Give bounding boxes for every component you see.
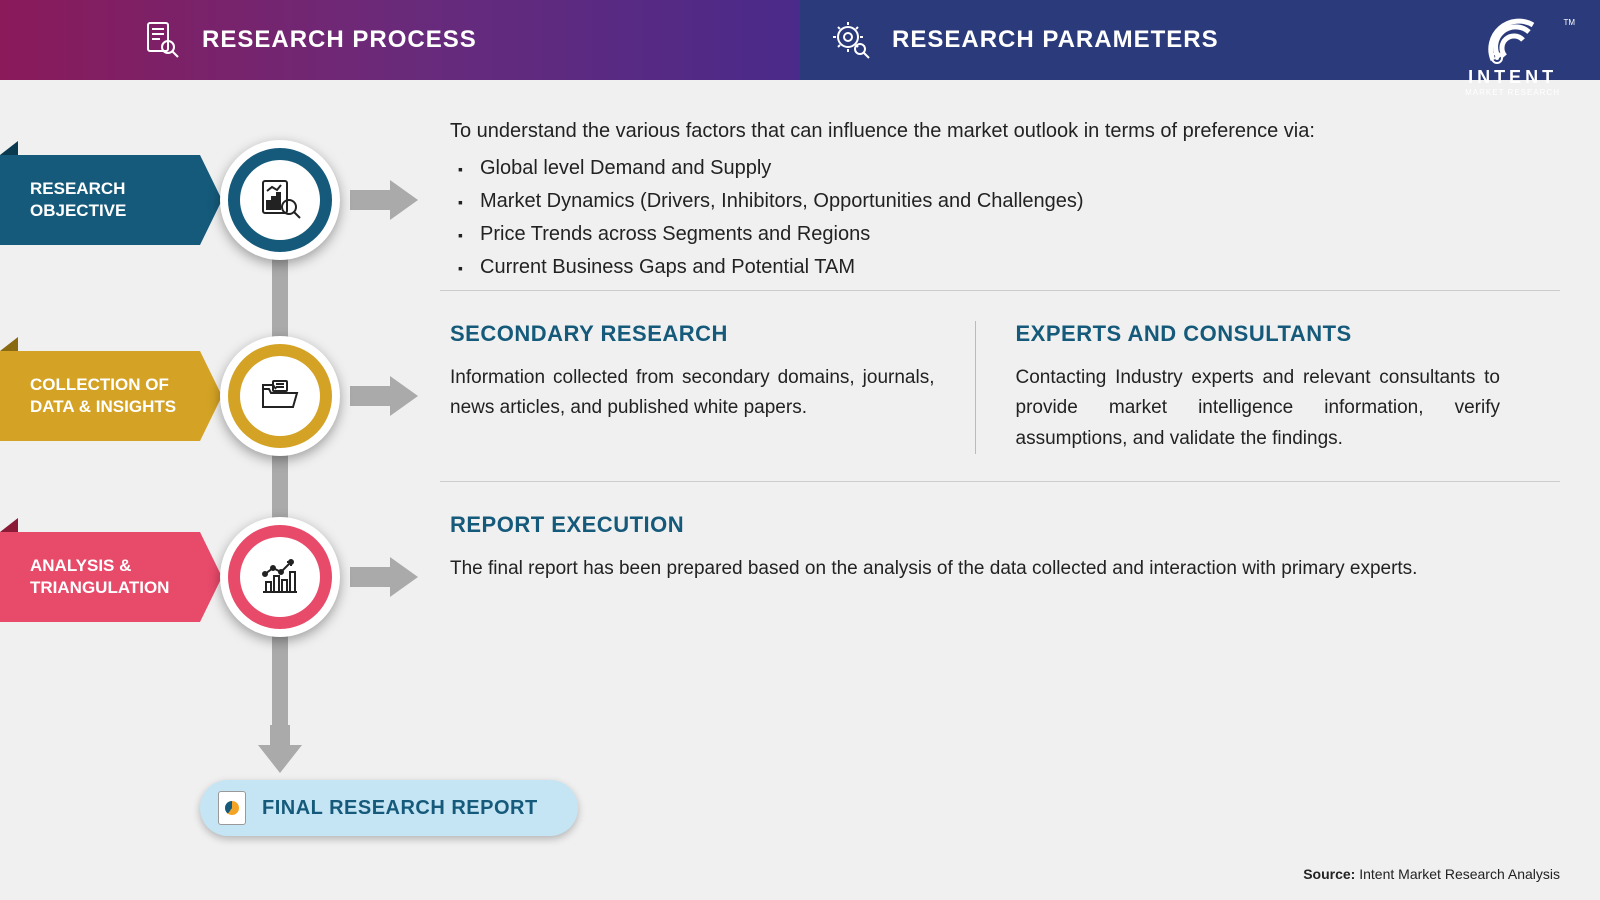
- final-label: FINAL RESEARCH REPORT: [262, 797, 538, 820]
- step-circle: [220, 140, 340, 260]
- bullet-item: Price Trends across Segments and Regions: [480, 223, 1315, 246]
- step-label: COLLECTION OF DATA & INSIGHTS: [30, 374, 176, 418]
- tag-fold-icon: [0, 518, 18, 532]
- arrow-right-icon: [350, 376, 420, 416]
- document-search-icon: [140, 19, 182, 61]
- header-right-title: RESEARCH PARAMETERS: [892, 26, 1219, 54]
- process-flow: RESEARCH OBJECTIVE To understand the var…: [0, 80, 1600, 652]
- step-circle: [220, 517, 340, 637]
- column-heading: SECONDARY RESEARCH: [450, 321, 935, 347]
- column-heading: EXPERTS AND CONSULTANTS: [1016, 321, 1501, 347]
- step-tag: RESEARCH OBJECTIVE: [0, 155, 200, 245]
- step-analysis: ANALYSIS & TRIANGULATION REPORT EXECUT: [0, 482, 1560, 652]
- arrow-down-icon: [258, 725, 302, 775]
- step-content: To understand the various factors that c…: [450, 110, 1375, 289]
- header-left: RESEARCH PROCESS: [0, 0, 800, 80]
- content-heading: REPORT EXECUTION: [450, 512, 1417, 538]
- logo-arc-icon: [1483, 10, 1543, 70]
- source-value: Intent Market Research Analysis: [1359, 866, 1560, 882]
- header-left-title: RESEARCH PROCESS: [202, 26, 477, 54]
- content-lead: To understand the various factors that c…: [450, 120, 1315, 143]
- step-tag: COLLECTION OF DATA & INSIGHTS: [0, 351, 200, 441]
- step-circle: [220, 336, 340, 456]
- source-attribution: Source: Intent Market Research Analysis: [1303, 866, 1560, 882]
- tag-fold-icon: [0, 337, 18, 351]
- step-tag: ANALYSIS & TRIANGULATION: [0, 532, 200, 622]
- document-chart-icon: [257, 177, 303, 223]
- arrow-right-icon: [350, 557, 420, 597]
- source-label: Source:: [1303, 866, 1355, 882]
- step-label: RESEARCH OBJECTIVE: [30, 178, 126, 222]
- bullet-item: Global level Demand and Supply: [480, 157, 1315, 180]
- header-bar: RESEARCH PROCESS RESEARCH PARAMETERS INT…: [0, 0, 1600, 80]
- tag-fold-icon: [0, 141, 18, 155]
- logo-tm: TM: [1563, 18, 1575, 27]
- chart-growth-icon: [257, 554, 303, 600]
- report-doc-icon: [218, 791, 246, 825]
- bullet-item: Market Dynamics (Drivers, Inhibitors, Op…: [480, 190, 1315, 213]
- column-text: Contacting Industry experts and relevant…: [1016, 363, 1501, 454]
- content-text: The final report has been prepared based…: [450, 554, 1417, 584]
- folder-open-icon: [257, 373, 303, 419]
- connector-vertical: [272, 630, 288, 730]
- step-content: REPORT EXECUTION The final report has be…: [450, 502, 1477, 584]
- column-text: Information collected from secondary dom…: [450, 363, 935, 424]
- final-report-pill: FINAL RESEARCH REPORT: [200, 780, 578, 836]
- step-content: SECONDARY RESEARCH Information collected…: [450, 311, 1560, 454]
- step-research-objective: RESEARCH OBJECTIVE To understand the var…: [0, 110, 1560, 290]
- arrow-right-icon: [350, 180, 420, 220]
- bullet-item: Current Business Gaps and Potential TAM: [480, 256, 1315, 279]
- column-secondary-research: SECONDARY RESEARCH Information collected…: [450, 321, 975, 454]
- step-data-collection: COLLECTION OF DATA & INSIGHTS SECONDARY …: [0, 291, 1560, 481]
- gear-search-icon: [830, 19, 872, 61]
- bullet-list: Global level Demand and Supply Market Dy…: [450, 157, 1315, 279]
- step-label: ANALYSIS & TRIANGULATION: [30, 555, 169, 599]
- column-experts: EXPERTS AND CONSULTANTS Contacting Indus…: [975, 321, 1501, 454]
